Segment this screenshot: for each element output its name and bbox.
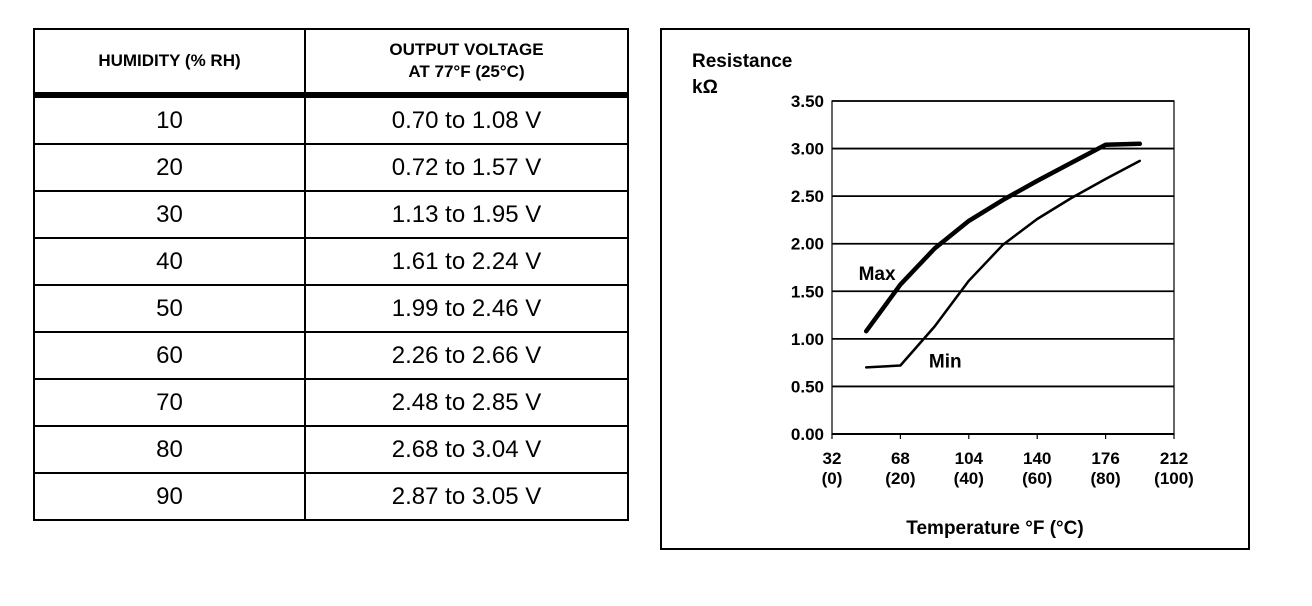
voltage-cell: 1.61 to 2.24 V	[304, 237, 629, 286]
y-tick-label: 3.50	[791, 92, 824, 111]
table-row: 30 1.13 to 1.95 V	[33, 190, 629, 239]
voltage-cell: 1.99 to 2.46 V	[304, 284, 629, 333]
y-tick-label: 2.50	[791, 187, 824, 206]
x-tick-label-c: (80)	[1090, 469, 1120, 488]
humidity-voltage-table: HUMIDITY (% RH) OUTPUT VOLTAGE AT 77°F (…	[33, 28, 629, 521]
y-tick-label: 3.00	[791, 140, 824, 159]
y-tick-label: 1.00	[791, 330, 824, 349]
voltage-cell: 0.70 to 1.08 V	[304, 94, 629, 145]
table-row: 40 1.61 to 2.24 V	[33, 237, 629, 286]
humidity-cell: 90	[33, 472, 306, 521]
series-label-max: Max	[859, 264, 896, 285]
humidity-cell: 80	[33, 425, 306, 474]
x-axis-title: Temperature °F (°C)	[906, 518, 1083, 539]
output-voltage-header-line1: OUTPUT VOLTAGE	[389, 40, 544, 59]
voltage-cell: 0.72 to 1.57 V	[304, 143, 629, 192]
x-tick-label-f: 212	[1160, 449, 1188, 468]
humidity-cell: 30	[33, 190, 306, 239]
voltage-cell: 2.87 to 3.05 V	[304, 472, 629, 521]
x-tick-label-c: (0)	[822, 469, 843, 488]
output-voltage-column-header: OUTPUT VOLTAGE AT 77°F (25°C)	[304, 28, 629, 98]
table-row: 10 0.70 to 1.08 V	[33, 94, 629, 145]
table-body: 10 0.70 to 1.08 V 20 0.72 to 1.57 V 30 1.13 t…	[33, 94, 629, 521]
y-tick-label: 0.50	[791, 377, 824, 396]
humidity-cell: 70	[33, 378, 306, 427]
humidity-cell: 20	[33, 143, 306, 192]
x-tick-label-c: (20)	[885, 469, 915, 488]
voltage-cell: 2.48 to 2.85 V	[304, 378, 629, 427]
y-axis-title: Resistance	[692, 51, 792, 72]
humidity-column-header: HUMIDITY (% RH)	[33, 28, 306, 98]
humidity-cell: 60	[33, 331, 306, 380]
series-line-min	[864, 159, 1142, 369]
x-tick-label-c: (60)	[1022, 469, 1052, 488]
y-axis-unit: kΩ	[692, 77, 718, 98]
resistance-temperature-chart: 0.00 0.50 1.00 1.50 2.00 2.50 3.00 3.50 32 (0) 68(…	[660, 28, 1250, 550]
table-row: 50 1.99 to 2.46 V	[33, 284, 629, 333]
table-row: 90 2.87 to 3.05 V	[33, 472, 629, 521]
x-tick-label-f: 32	[823, 449, 842, 468]
table-row: 80 2.68 to 3.04 V	[33, 425, 629, 474]
table-header-row: HUMIDITY (% RH) OUTPUT VOLTAGE AT 77°F (…	[33, 28, 629, 98]
x-tick-label-f: 104	[955, 449, 984, 468]
humidity-cell: 40	[33, 237, 306, 286]
table-row: 70 2.48 to 2.85 V	[33, 378, 629, 427]
x-tick-label-f: 68	[891, 449, 910, 468]
chart-svg: 0.000.501.001.502.002.503.003.5032(0)68(…	[692, 51, 1194, 539]
x-tick-label-c: (100)	[1154, 469, 1194, 488]
x-tick-label-c: (40)	[954, 469, 984, 488]
series-label-min: Min	[929, 351, 962, 372]
voltage-cell: 2.68 to 3.04 V	[304, 425, 629, 474]
y-tick-label: 0.00	[791, 425, 824, 444]
table-row: 60 2.26 to 2.66 V	[33, 331, 629, 380]
y-tick-label: 2.00	[791, 235, 824, 254]
voltage-cell: 2.26 to 2.66 V	[304, 331, 629, 380]
x-tick-label-f: 176	[1091, 449, 1119, 468]
table-row: 20 0.72 to 1.57 V	[33, 143, 629, 192]
series-line-max	[863, 141, 1143, 334]
humidity-cell: 10	[33, 94, 306, 145]
output-voltage-header-line2: AT 77°F (25°C)	[408, 62, 525, 81]
voltage-cell: 1.13 to 1.95 V	[304, 190, 629, 239]
y-tick-label: 1.50	[791, 282, 824, 301]
humidity-cell: 50	[33, 284, 306, 333]
x-tick-label-f: 140	[1023, 449, 1051, 468]
